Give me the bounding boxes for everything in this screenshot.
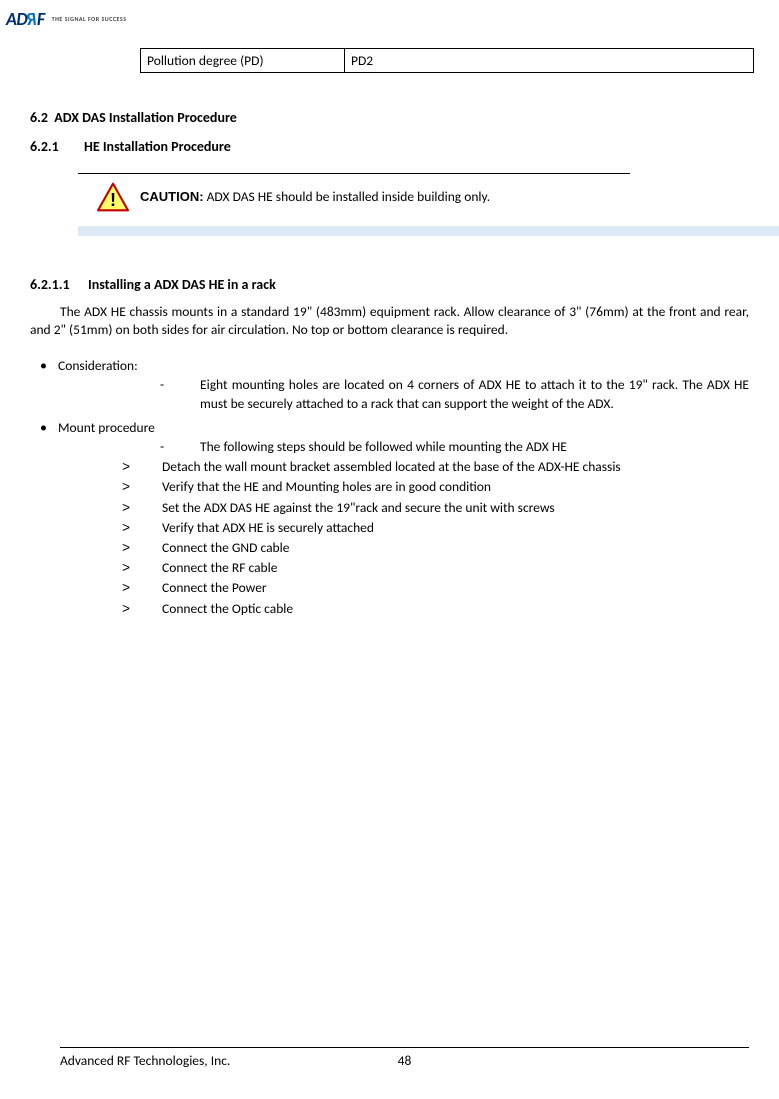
- list-item: Eight mounting holes are located on 4 co…: [58, 376, 749, 412]
- decorative-bar: [78, 226, 779, 236]
- spec-table: Pollution degree (PD) PD2: [140, 48, 754, 73]
- list-item: >Connect the GND cable: [58, 539, 749, 559]
- item-text: Eight mounting holes are located on 4 co…: [200, 376, 749, 411]
- list-item: Mount procedure The following steps shou…: [30, 419, 749, 620]
- heading-number: 6.2.1: [30, 138, 84, 155]
- angle-icon: >: [142, 541, 162, 559]
- heading-6-2-1-1: 6.2.1.1Installing a ADX DAS HE in a rack: [30, 276, 749, 293]
- caution-box: ! CAUTION: ADX DAS HE should be installe…: [78, 173, 630, 227]
- page-content: Pollution degree (PD) PD2 6.2 ADX DAS In…: [30, 0, 749, 620]
- heading-6-2: 6.2 ADX DAS Installation Procedure: [30, 109, 749, 126]
- list-item: >Connect the RF cable: [58, 559, 749, 579]
- spec-value: PD2: [345, 49, 754, 73]
- item-text: The following steps should be followed w…: [200, 438, 567, 455]
- list-item: Consideration: Eight mounting holes are …: [30, 357, 749, 412]
- logo-tagline: THE SIGNAL FOR SUCCESS: [52, 15, 127, 23]
- list-item: >Verify that ADX HE is securely attached: [58, 519, 749, 539]
- footer-company: Advanced RF Technologies, Inc.: [60, 1052, 230, 1069]
- angle-icon: >: [142, 460, 162, 478]
- item-text: Connect the Optic cable: [162, 600, 293, 617]
- svg-text:!: !: [110, 189, 116, 210]
- angle-icon: >: [142, 581, 162, 599]
- body-paragraph: The ADX HE chassis mounts in a standard …: [30, 303, 749, 339]
- consideration-section: Consideration: Eight mounting holes are …: [30, 357, 749, 412]
- logo-part: AD: [6, 8, 27, 30]
- list-item: >Set the ADX DAS HE against the 19"rack …: [58, 499, 749, 519]
- mount-section: Mount procedure The following steps shou…: [30, 419, 749, 620]
- logo-text: ADRF: [6, 8, 45, 30]
- list-item: >Connect the Power: [58, 579, 749, 599]
- mount-steps: >Detach the wall mount bracket assembled…: [58, 458, 749, 620]
- angle-icon: >: [142, 602, 162, 620]
- caution-label: CAUTION:: [140, 189, 204, 204]
- heading-text: ADX DAS Installation Procedure: [54, 109, 237, 126]
- angle-icon: >: [142, 501, 162, 519]
- heading-6-2-1: 6.2.1HE Installation Procedure: [30, 138, 749, 155]
- brand-logo: ADRF THE SIGNAL FOR SUCCESS: [6, 8, 127, 30]
- page-footer: Advanced RF Technologies, Inc. 48: [60, 1047, 749, 1069]
- consideration-items: Eight mounting holes are located on 4 co…: [58, 376, 749, 412]
- item-text: Verify that ADX HE is securely attached: [162, 519, 374, 536]
- footer-page-number: 48: [398, 1052, 412, 1069]
- logo-part: R: [27, 8, 37, 30]
- list-item: >Detach the wall mount bracket assembled…: [58, 458, 749, 478]
- heading-text: HE Installation Procedure: [84, 138, 231, 155]
- item-text: Detach the wall mount bracket assembled …: [162, 458, 621, 475]
- spec-label: Pollution degree (PD): [141, 49, 345, 73]
- angle-icon: >: [142, 561, 162, 579]
- table-row: Pollution degree (PD) PD2: [141, 49, 754, 73]
- item-text: Connect the Power: [162, 579, 267, 596]
- angle-icon: >: [142, 480, 162, 498]
- item-text: Connect the RF cable: [162, 559, 277, 576]
- logo-part: F: [37, 8, 45, 30]
- heading-text: Installing a ADX DAS HE in a rack: [88, 276, 276, 293]
- item-text: Verify that the HE and Mounting holes ar…: [162, 478, 491, 495]
- caution-body: ADX DAS HE should be installed inside bu…: [207, 188, 491, 205]
- warning-icon: !: [96, 182, 130, 212]
- caution-text: CAUTION: ADX DAS HE should be installed …: [140, 182, 490, 205]
- list-title: Consideration:: [58, 357, 138, 374]
- list-item: The following steps should be followed w…: [58, 438, 749, 456]
- heading-number: 6.2: [30, 109, 48, 126]
- angle-icon: >: [142, 521, 162, 539]
- heading-number: 6.2.1.1: [30, 276, 88, 293]
- item-text: Set the ADX DAS HE against the 19"rack a…: [162, 499, 555, 516]
- item-text: Connect the GND cable: [162, 539, 289, 556]
- list-title: Mount procedure: [58, 419, 155, 436]
- list-item: >Verify that the HE and Mounting holes a…: [58, 478, 749, 498]
- mount-intro-list: The following steps should be followed w…: [58, 438, 749, 456]
- list-item: >Connect the Optic cable: [58, 600, 749, 620]
